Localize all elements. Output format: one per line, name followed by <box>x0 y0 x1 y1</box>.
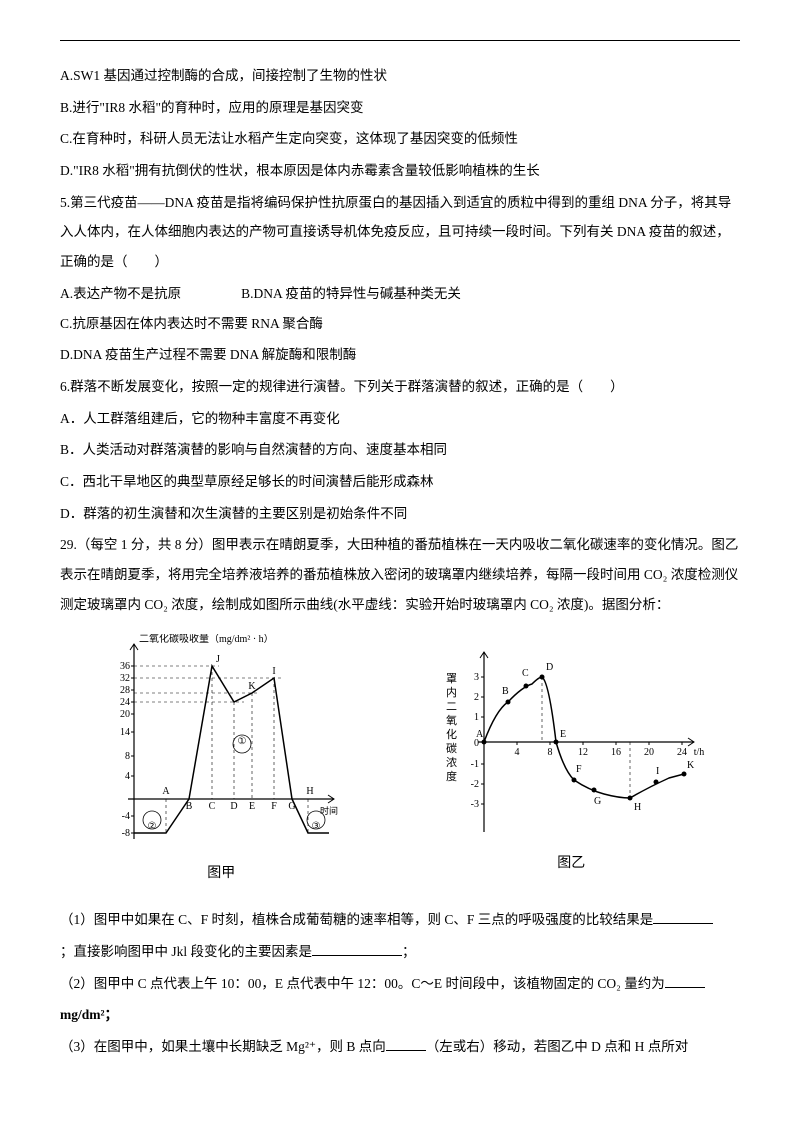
chart-jia-box: 36 32 28 24 20 14 8 4 -4 -8 <box>94 634 349 890</box>
q29-sub2-b: mg/dm²； <box>60 1007 118 1022</box>
svg-text:C: C <box>522 668 529 679</box>
q5-stem: 5.第三代疫苗——DNA 疫苗是指将编码保护性抗原蛋白的基因插入到适宜的质粒中得… <box>60 188 740 277</box>
svg-text:36: 36 <box>120 661 130 672</box>
svg-text:H: H <box>634 802 641 813</box>
q4-opt-d: D."IR8 水稻"拥有抗倒伏的性状，根本原因是体内赤霉素含量较低影响植株的生长 <box>60 156 740 186</box>
svg-text:E: E <box>249 801 255 812</box>
svg-text:C: C <box>208 801 215 812</box>
svg-text:14: 14 <box>120 727 130 738</box>
svg-text:K: K <box>248 681 256 692</box>
q5-opt-row-ab: A.表达产物不是抗原 B.DNA 疫苗的特异性与碱基种类无关 <box>60 279 740 309</box>
svg-text:D: D <box>230 801 237 812</box>
svg-text:12: 12 <box>578 747 588 758</box>
svg-text:32: 32 <box>120 673 130 684</box>
svg-text:8: 8 <box>125 751 130 762</box>
chart-jia-label: 图甲 <box>94 859 349 890</box>
q5-opt-a: A.表达产物不是抗原 <box>60 279 181 309</box>
q29-sub1: （1）图甲中如果在 C、F 时刻，植株合成葡萄糖的速率相等，则 C、F 三点的呼… <box>60 905 740 935</box>
q29-sub1-a: （1）图甲中如果在 C、F 时刻，植株合成葡萄糖的速率相等，则 C、F 三点的呼… <box>60 912 653 927</box>
svg-text:E: E <box>560 729 566 740</box>
q29-sub3-a: （3）在图甲中，如果土壤中长期缺乏 Mg²⁺，则 B 点向 <box>60 1039 386 1054</box>
chart-yi-label: 图乙 <box>436 849 706 880</box>
svg-text:16: 16 <box>611 747 621 758</box>
chart-yi-box: 3 2 1 0 -1 -2 -3 4 8 12 16 20 24 t/h <box>436 644 706 880</box>
svg-text:24: 24 <box>120 697 130 708</box>
svg-text:-3: -3 <box>471 799 479 810</box>
svg-text:20: 20 <box>644 747 654 758</box>
svg-text:B: B <box>502 686 509 697</box>
q4-opt-c: C.在育种时，科研人员无法让水稻产生定向突变，这体现了基因突变的低频性 <box>60 124 740 154</box>
svg-text:4: 4 <box>125 771 130 782</box>
svg-text:t/h: t/h <box>694 747 705 758</box>
svg-text:4: 4 <box>515 747 520 758</box>
svg-text:①: ① <box>237 736 246 747</box>
q5-opt-c: C.抗原基因在体内表达时不需要 RNA 聚合酶 <box>60 309 740 339</box>
svg-text:24: 24 <box>677 747 687 758</box>
svg-text:G: G <box>594 796 601 807</box>
svg-text:-8: -8 <box>121 828 129 839</box>
svg-text:-1: -1 <box>471 759 479 770</box>
blank-4[interactable] <box>386 1035 426 1051</box>
blank-1[interactable] <box>653 908 713 924</box>
svg-text:化: 化 <box>446 727 457 741</box>
blank-2[interactable] <box>312 940 402 956</box>
svg-text:20: 20 <box>120 709 130 720</box>
svg-text:8: 8 <box>548 747 553 758</box>
svg-text:28: 28 <box>120 685 130 696</box>
q5-opt-d: D.DNA 疫苗生产过程不需要 DNA 解旋酶和限制酶 <box>60 340 740 370</box>
svg-text:-4: -4 <box>121 811 129 822</box>
q29-sub2-line2: mg/dm²； <box>60 1000 740 1030</box>
svg-text:②: ② <box>147 821 156 832</box>
svg-text:度: 度 <box>446 769 457 783</box>
svg-text:H: H <box>306 786 313 797</box>
q29-sub3-b: （左或右）移动，若图乙中 D 点和 H 点所对 <box>426 1039 689 1054</box>
svg-text:2: 2 <box>474 692 479 703</box>
svg-text:1: 1 <box>474 712 479 723</box>
svg-text:内: 内 <box>446 685 457 699</box>
svg-text:3: 3 <box>474 672 479 683</box>
q29-sub2-a: （2）图甲中 C 点代表上午 10：00，E 点代表中午 12：00。C～E 时… <box>60 976 665 991</box>
svg-text:G: G <box>288 801 295 812</box>
q29-sub2: （2）图甲中 C 点代表上午 10：00，E 点代表中午 12：00。C～E 时… <box>60 969 740 999</box>
svg-text:B: B <box>185 801 192 812</box>
q6-opt-b: B．人类活动对群落演替的影响与自然演替的方向、速度基本相同 <box>60 435 740 465</box>
q29-sub1-line2: ；直接影响图甲中 Jkl 段变化的主要因素是 ； <box>60 937 740 967</box>
svg-text:二氧化碳吸收量（mg/dm² · h）: 二氧化碳吸收量（mg/dm² · h） <box>139 634 274 645</box>
q6-opt-a: A．人工群落组建后，它的物种丰富度不再变化 <box>60 404 740 434</box>
svg-text:罩: 罩 <box>446 672 457 685</box>
svg-text:I: I <box>656 766 659 777</box>
svg-text:F: F <box>576 764 582 775</box>
page-header-rule <box>60 40 740 41</box>
q4-opt-b: B.进行"IR8 水稻"的育种时，应用的原理是基因突变 <box>60 93 740 123</box>
q29-sub3: （3）在图甲中，如果土壤中长期缺乏 Mg²⁺，则 B 点向 （左或右）移动，若图乙… <box>60 1032 740 1062</box>
svg-text:K: K <box>687 760 695 771</box>
svg-text:二: 二 <box>446 701 457 713</box>
svg-text:I: I <box>272 666 275 677</box>
q4-opt-a: A.SW1 基因通过控制酶的合成，间接控制了生物的性状 <box>60 61 740 91</box>
q29-sub1-c: ； <box>402 944 416 959</box>
svg-text:氧: 氧 <box>446 713 457 727</box>
svg-text:A: A <box>162 786 170 797</box>
q29-sub1-b: ；直接影响图甲中 Jkl 段变化的主要因素是 <box>60 944 312 959</box>
chart-jia-svg: 36 32 28 24 20 14 8 4 -4 -8 <box>94 634 349 854</box>
svg-text:浓: 浓 <box>446 756 457 769</box>
svg-text:A: A <box>476 729 484 740</box>
q6-opt-c: C．西北干旱地区的典型草原经足够长的时间演替后能形成森林 <box>60 467 740 497</box>
q5-opt-b: B.DNA 疫苗的特异性与碱基种类无关 <box>241 279 461 309</box>
chart-yi-svg: 3 2 1 0 -1 -2 -3 4 8 12 16 20 24 t/h <box>436 644 706 844</box>
q29-stem: 29.（每空 1 分，共 8 分）图甲表示在晴朗夏季，大田种植的番茄植株在一天内… <box>60 530 740 619</box>
svg-text:D: D <box>546 662 553 673</box>
q6-opt-d: D．群落的初生演替和次生演替的主要区别是初始条件不同 <box>60 499 740 529</box>
svg-text:F: F <box>271 801 277 812</box>
blank-3[interactable] <box>665 972 705 988</box>
svg-text:-2: -2 <box>471 779 479 790</box>
charts-row: 36 32 28 24 20 14 8 4 -4 -8 <box>60 634 740 890</box>
q6-stem: 6.群落不断发展变化，按照一定的规律进行演替。下列关于群落演替的叙述，正确的是（… <box>60 372 740 402</box>
svg-text:③: ③ <box>311 821 320 832</box>
svg-text:J: J <box>216 654 220 665</box>
svg-text:碳: 碳 <box>446 741 457 755</box>
